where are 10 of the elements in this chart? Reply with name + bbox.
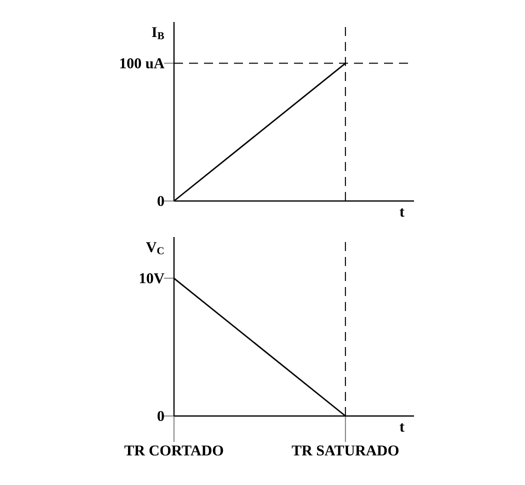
- x-tick-label: TR CORTADO: [124, 445, 224, 456]
- x-tick-label: TR SATURADO: [292, 445, 399, 456]
- y-tick-label: 10V: [140, 273, 164, 284]
- y-tick-label: 0: [158, 196, 164, 206]
- x-axis-title: t: [400, 423, 404, 432]
- x-axis-title: t: [400, 208, 404, 217]
- y-tick-label: 0: [158, 410, 164, 422]
- y-axis-title: V$_{C}$: [146, 242, 164, 254]
- y-axis-title: I$_{B}$: [152, 27, 164, 40]
- y-tick-label: 100 uA: [120, 58, 164, 68]
